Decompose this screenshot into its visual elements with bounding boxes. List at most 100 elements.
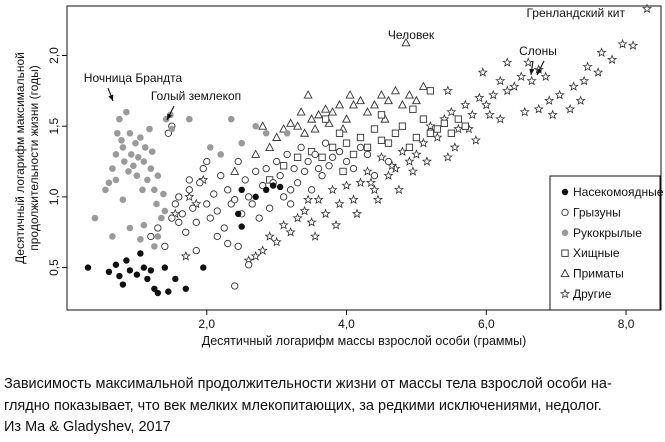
x-tick-label: 4,0 — [338, 317, 355, 331]
data-point — [426, 87, 435, 95]
data-point — [238, 139, 246, 147]
data-point — [171, 200, 179, 208]
data-point — [272, 132, 282, 141]
data-point — [191, 198, 202, 209]
data-point — [348, 194, 359, 205]
data-point — [185, 115, 193, 123]
y-tick-label: 1,5 — [47, 118, 61, 135]
data-point — [257, 245, 268, 255]
caption-line-1: Зависимость максимальной продолжительнос… — [4, 376, 612, 392]
data-point — [327, 184, 338, 195]
data-point — [126, 224, 134, 232]
data-point — [241, 176, 249, 184]
data-point — [185, 176, 193, 184]
data-point — [356, 133, 365, 142]
data-point — [175, 218, 183, 226]
legend-label: Грызуны — [573, 205, 621, 219]
data-point — [303, 194, 314, 205]
data-point — [409, 105, 417, 113]
data-point — [109, 165, 116, 172]
data-point — [213, 232, 221, 241]
data-point — [369, 100, 380, 109]
data-point — [182, 228, 190, 236]
data-point — [252, 193, 259, 201]
data-point — [341, 180, 352, 190]
data-point — [262, 164, 270, 173]
data-point — [454, 115, 462, 123]
data-point — [460, 99, 471, 110]
annotation-label: Слоны — [519, 44, 557, 58]
data-point — [293, 153, 302, 161]
data-point — [383, 95, 394, 105]
data-point — [304, 157, 312, 166]
data-point — [130, 162, 137, 170]
legend-label: Приматы — [573, 267, 624, 281]
data-point — [325, 162, 333, 170]
data-point — [310, 124, 320, 133]
data-point — [321, 139, 330, 147]
data-point — [151, 243, 158, 250]
data-point — [102, 186, 109, 194]
data-point — [526, 75, 537, 86]
data-point — [397, 146, 408, 156]
data-point — [161, 242, 169, 251]
data-point — [442, 85, 453, 96]
data-point — [393, 184, 405, 195]
legend-box — [549, 175, 661, 311]
data-point — [391, 129, 400, 137]
legend-marker — [560, 268, 570, 278]
data-point — [126, 267, 134, 274]
data-point — [250, 250, 261, 261]
data-point — [418, 81, 428, 91]
data-point — [509, 81, 520, 91]
data-point — [217, 172, 225, 180]
data-point — [540, 71, 551, 82]
data-point — [390, 85, 401, 95]
annotation-arrowhead — [167, 113, 173, 120]
data-point — [180, 250, 191, 261]
data-point — [412, 133, 421, 142]
data-point — [278, 219, 289, 230]
data-point — [477, 67, 488, 77]
data-point — [91, 214, 99, 222]
data-point — [502, 85, 513, 96]
data-point — [200, 264, 207, 271]
data-point — [370, 172, 379, 180]
data-point — [119, 281, 127, 288]
data-point — [154, 233, 162, 240]
data-point — [411, 149, 422, 159]
data-point — [184, 191, 195, 202]
data-point — [178, 210, 186, 218]
data-point — [119, 196, 127, 204]
data-point — [161, 264, 169, 271]
data-point — [105, 268, 113, 276]
data-point — [446, 106, 457, 117]
data-point — [203, 200, 211, 208]
x-axis-label: Десятичный логарифм массы взрослой особи… — [202, 334, 527, 348]
annotation-arrowhead — [537, 68, 543, 75]
data-point — [607, 54, 618, 65]
data-point — [349, 150, 358, 159]
data-point — [148, 148, 156, 155]
data-point — [328, 153, 337, 161]
data-point — [376, 151, 387, 162]
data-point — [154, 172, 162, 179]
data-point — [165, 288, 172, 295]
y-axis-label-line2: продолжительности жизни (годы) — [27, 65, 41, 251]
data-point — [404, 90, 414, 99]
data-point — [118, 137, 125, 144]
data-point — [617, 38, 628, 49]
data-point — [433, 125, 442, 133]
data-point — [172, 275, 179, 283]
data-point — [404, 156, 415, 166]
data-point — [224, 186, 232, 194]
data-point — [398, 122, 407, 130]
data-point — [411, 95, 421, 105]
x-tick-label: 2,0 — [198, 317, 215, 331]
data-point — [151, 285, 158, 292]
legend-marker — [559, 288, 571, 299]
data-point — [313, 194, 324, 205]
data-point — [248, 200, 256, 208]
data-point — [146, 125, 153, 133]
data-point — [114, 129, 121, 137]
